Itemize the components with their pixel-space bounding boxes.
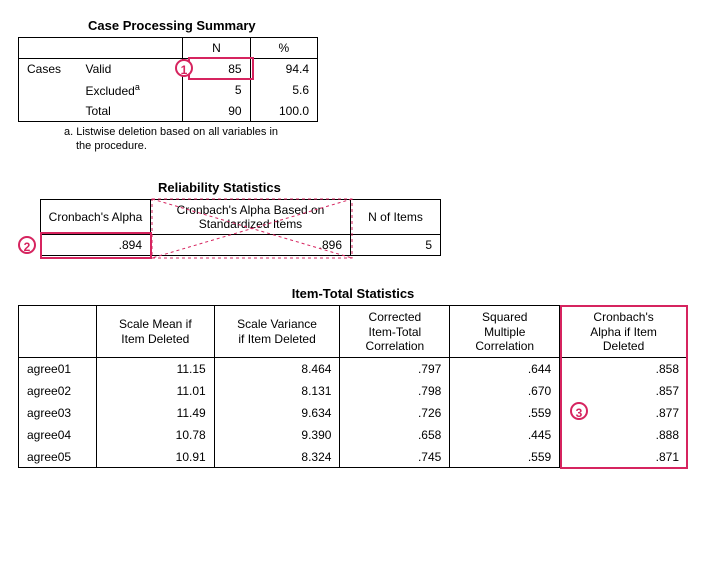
cell-corr: .726 (340, 402, 450, 424)
cell-item: agree03 (19, 402, 97, 424)
cell-sq: .644 (450, 358, 560, 380)
hdr-mean: Scale Mean ifItem Deleted (96, 306, 214, 358)
row-valid-pct: 94.4 (250, 59, 317, 80)
table-row: agree0311.499.634.726.559.877 (19, 402, 688, 424)
case-processing-footnote: a. Listwise deletion based on all variab… (64, 126, 286, 154)
case-processing-section: Case Processing Summary N % Cases Valid … (18, 18, 702, 154)
cell-item: agree04 (19, 424, 97, 446)
row-excluded-pct: 5.6 (250, 79, 317, 101)
cell-var: 8.324 (214, 446, 340, 468)
cell-var: 8.131 (214, 380, 340, 402)
cell-mean: 11.01 (96, 380, 214, 402)
cell-sq: .559 (450, 446, 560, 468)
hdr-alpha-del: Cronbach'sAlpha if ItemDeleted (560, 306, 688, 358)
cell-alpha: .871 (560, 446, 688, 468)
cell-mean: 10.78 (96, 424, 214, 446)
hdr-item (19, 306, 97, 358)
cell-alpha: .858 (560, 358, 688, 380)
cell-mean: 10.91 (96, 446, 214, 468)
cell-alpha: .877 (560, 402, 688, 424)
item-total-section: Item-Total Statistics Scale Mean ifItem … (18, 286, 702, 468)
case-processing-table: N % Cases Valid 85 94.4 Excludeda 5 5.6 … (18, 37, 318, 122)
table-row: agree0111.158.464.797.644.858 (19, 358, 688, 380)
table-row: agree0211.018.131.798.670.857 (19, 380, 688, 402)
cases-label: Cases (19, 59, 78, 80)
cell-mean: 11.49 (96, 402, 214, 424)
row-valid-n: 85 (183, 59, 250, 80)
col-n: N (183, 38, 250, 59)
cell-alpha: .888 (560, 424, 688, 446)
cell-mean: 11.15 (96, 358, 214, 380)
reliability-title: Reliability Statistics (158, 180, 702, 195)
col-pct: % (250, 38, 317, 59)
cell-sq: .559 (450, 402, 560, 424)
case-processing-title: Case Processing Summary (88, 18, 702, 33)
cell-corr: .658 (340, 424, 450, 446)
row-total-label: Total (77, 101, 182, 122)
cell-sq: .445 (450, 424, 560, 446)
cell-corr: .798 (340, 380, 450, 402)
hdr-var: Scale Varianceif Item Deleted (214, 306, 340, 358)
item-total-title: Item-Total Statistics (18, 286, 688, 301)
hdr-sq: SquaredMultipleCorrelation (450, 306, 560, 358)
row-excluded-label: Excludeda (77, 79, 182, 101)
badge-2: 2 (18, 236, 36, 254)
cell-item: agree01 (19, 358, 97, 380)
cell-var: 8.464 (214, 358, 340, 380)
table-row: agree0410.789.390.658.445.888 (19, 424, 688, 446)
hdr-corr: CorrectedItem-TotalCorrelation (340, 306, 450, 358)
cell-corr: .745 (340, 446, 450, 468)
row-valid-label: Valid (77, 59, 182, 80)
row-total-pct: 100.0 (250, 101, 317, 122)
row-excluded-n: 5 (183, 79, 250, 101)
crossout-icon (151, 198, 353, 259)
cell-item: agree02 (19, 380, 97, 402)
item-total-table: Scale Mean ifItem Deleted Scale Variance… (18, 305, 688, 468)
val-nitems: 5 (351, 235, 441, 256)
reliability-section: Reliability Statistics Cronbach's Alpha … (18, 180, 702, 257)
cell-var: 9.390 (214, 424, 340, 446)
val-alpha: .894 (41, 235, 151, 256)
cell-item: agree05 (19, 446, 97, 468)
cell-corr: .797 (340, 358, 450, 380)
cell-var: 9.634 (214, 402, 340, 424)
table-row: agree0510.918.324.745.559.871 (19, 446, 688, 468)
row-total-n: 90 (183, 101, 250, 122)
cell-alpha: .857 (560, 380, 688, 402)
cell-sq: .670 (450, 380, 560, 402)
hdr-alpha: Cronbach's Alpha (41, 199, 151, 235)
hdr-nitems: N of Items (351, 199, 441, 235)
